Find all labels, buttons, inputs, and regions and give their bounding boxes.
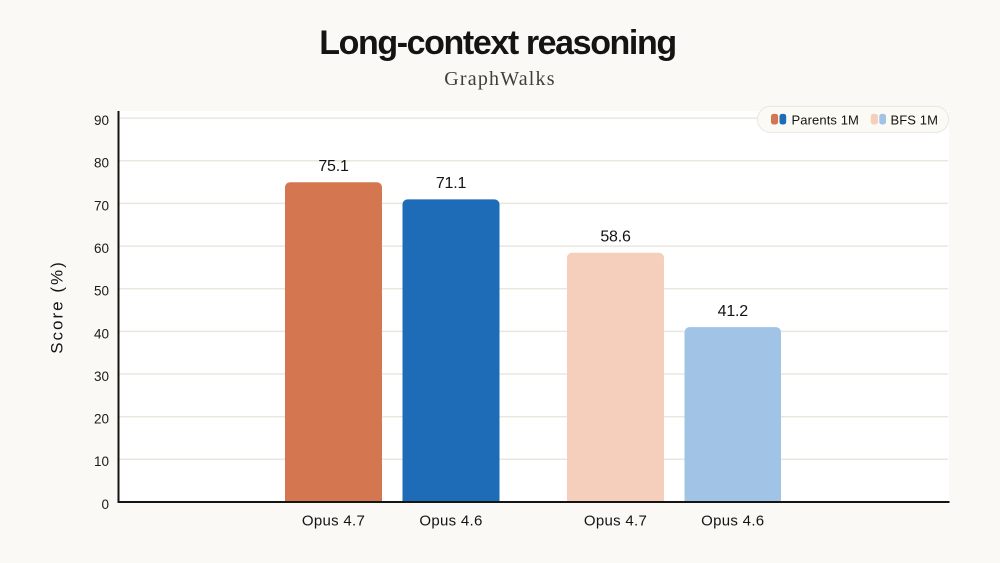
svg-text:50: 50 — [94, 284, 109, 299]
svg-text:BFS 1M: BFS 1M — [891, 112, 939, 127]
svg-text:60: 60 — [94, 241, 109, 256]
svg-text:10: 10 — [94, 454, 109, 469]
svg-text:71.1: 71.1 — [436, 175, 467, 192]
svg-text:75.1: 75.1 — [318, 158, 349, 175]
svg-text:Parents 1M: Parents 1M — [792, 112, 859, 127]
svg-text:Opus 4.7: Opus 4.7 — [302, 512, 365, 529]
svg-text:GraphWalks: GraphWalks — [444, 68, 555, 90]
svg-text:Score (%): Score (%) — [48, 260, 67, 354]
svg-text:Opus 4.6: Opus 4.6 — [419, 512, 482, 529]
svg-text:0: 0 — [101, 497, 109, 512]
svg-text:30: 30 — [94, 369, 109, 384]
svg-text:Long-context reasoning: Long-context reasoning — [319, 24, 675, 62]
svg-text:Opus 4.6: Opus 4.6 — [701, 512, 764, 529]
svg-text:20: 20 — [94, 412, 109, 427]
svg-text:80: 80 — [94, 156, 109, 171]
svg-text:Opus 4.7: Opus 4.7 — [584, 512, 647, 529]
svg-text:41.2: 41.2 — [718, 303, 749, 320]
svg-text:58.6: 58.6 — [600, 229, 631, 246]
svg-text:70: 70 — [94, 198, 109, 213]
svg-text:40: 40 — [94, 326, 109, 341]
svg-text:90: 90 — [94, 113, 109, 128]
